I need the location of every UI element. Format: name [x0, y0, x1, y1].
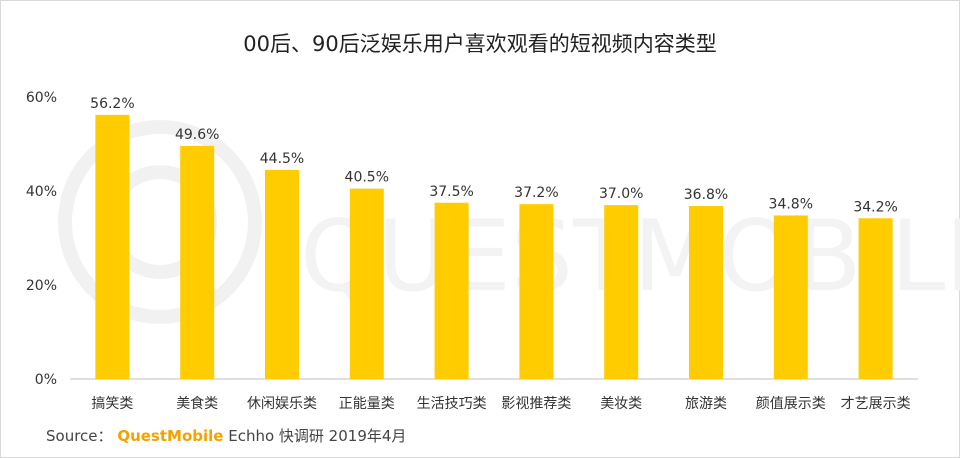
data-label: 56.2% — [90, 96, 134, 112]
x-tick-label: 旅游类 — [685, 396, 727, 412]
data-label: 34.2% — [853, 199, 897, 215]
bar — [773, 215, 808, 379]
data-label: 44.5% — [260, 151, 304, 167]
y-tick-label: 0% — [35, 372, 57, 388]
bar — [349, 188, 384, 379]
data-label: 49.6% — [175, 127, 219, 143]
data-label: 40.5% — [345, 170, 389, 186]
x-tick-label: 美食类 — [176, 395, 218, 412]
source-prefix: Source： — [46, 427, 113, 445]
bar — [689, 206, 723, 379]
x-tick-label: 美妆类 — [600, 396, 642, 412]
y-tick-label: 60% — [26, 90, 57, 106]
bar — [180, 145, 215, 379]
data-label: 37.0% — [599, 186, 643, 202]
data-label: 37.2% — [514, 185, 558, 201]
bar — [434, 202, 469, 379]
x-tick-label: 影视推荐类 — [501, 396, 571, 412]
x-tick-label: 颜值展示类 — [756, 396, 826, 412]
chart-title: 00后、90后泛娱乐用户喜欢观看的短视频内容类型 — [243, 32, 717, 56]
data-label: 34.8% — [769, 196, 813, 212]
bar — [604, 205, 639, 379]
source-brand: QuestMobile — [117, 427, 224, 445]
data-label: 37.5% — [429, 184, 473, 200]
y-tick-label: 40% — [26, 184, 57, 200]
source-note: Source： QuestMobile Echho 快调研 2019年4月 — [46, 425, 406, 446]
x-tick-label: 休闲娱乐类 — [247, 396, 317, 412]
x-tick-label: 搞笑类 — [91, 396, 133, 412]
bar — [95, 114, 130, 380]
bar — [519, 204, 554, 379]
x-tick-label: 生活技巧类 — [417, 396, 487, 412]
bar — [858, 218, 893, 379]
data-label: 36.8% — [684, 187, 728, 203]
x-tick-label: 才艺展示类 — [841, 396, 911, 412]
x-tick-label: 正能量类 — [339, 396, 395, 412]
source-rest: Echho 快调研 2019年4月 — [228, 427, 407, 445]
y-tick-label: 20% — [26, 278, 57, 294]
bar — [265, 169, 299, 379]
